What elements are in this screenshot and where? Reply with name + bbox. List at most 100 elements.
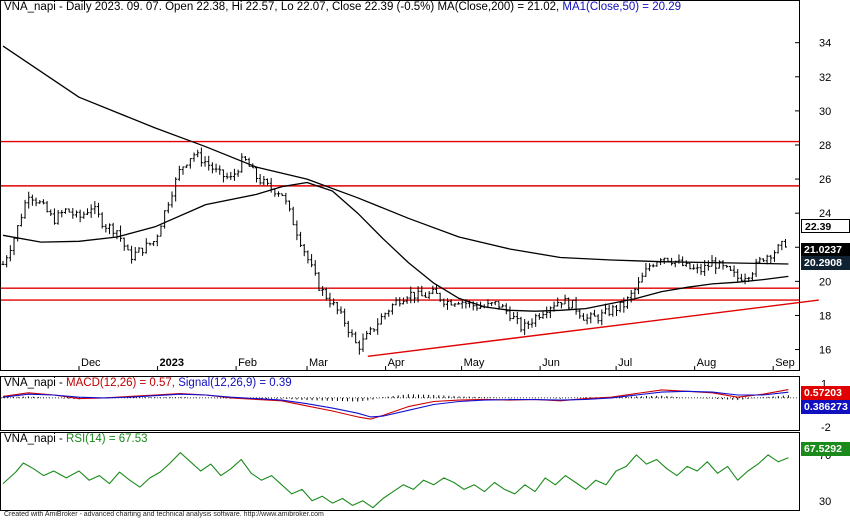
price-bar bbox=[16, 225, 20, 242]
price-bar bbox=[651, 263, 655, 268]
price-bar bbox=[56, 209, 60, 225]
price-bar bbox=[119, 225, 123, 242]
price-bar bbox=[412, 291, 416, 304]
macd-tag: 0.57203 bbox=[801, 386, 850, 400]
ma50-price-tag: 20.2908 bbox=[801, 256, 850, 270]
price-bar bbox=[60, 210, 64, 218]
price-bar bbox=[291, 206, 295, 226]
price-bar bbox=[545, 306, 549, 319]
x-tick-label: Sep bbox=[775, 357, 795, 369]
macd-lines bbox=[1, 389, 799, 420]
price-bar bbox=[188, 158, 192, 169]
rsi-y-axis: 3070 bbox=[819, 450, 831, 508]
price-y-axis: 16182022242628303234 bbox=[795, 38, 831, 357]
price-y-tick-label: 20 bbox=[819, 276, 831, 288]
rsi-title: RSI(14) = 67.53 bbox=[66, 433, 148, 445]
signal-line bbox=[2, 390, 789, 418]
price-bar bbox=[769, 254, 773, 264]
price-bar bbox=[438, 292, 442, 302]
rsi-pane-title: VNA_napi - RSI(14) = 67.53 bbox=[4, 433, 148, 445]
rsi-line bbox=[2, 452, 789, 509]
ma200-title: MA(Close,200) = 21.02, bbox=[437, 1, 563, 13]
price-bar bbox=[475, 302, 479, 311]
price-bar bbox=[449, 299, 453, 306]
price-bar bbox=[280, 193, 284, 197]
price-bar bbox=[556, 297, 560, 307]
price-bar bbox=[603, 303, 607, 315]
macd-title-prefix: VNA_napi - bbox=[4, 377, 67, 389]
price-bar bbox=[750, 272, 754, 281]
macd-line bbox=[2, 389, 789, 420]
price-bar bbox=[321, 286, 325, 296]
x-tick-label: Feb bbox=[238, 357, 257, 369]
price-bar bbox=[512, 312, 516, 320]
price-bar bbox=[574, 296, 578, 315]
x-tick-label: Jul bbox=[618, 357, 632, 369]
price-bar bbox=[166, 202, 170, 214]
price-bar bbox=[23, 199, 27, 219]
pane-frame-0 bbox=[0, 0, 800, 371]
price-y-tick-label: 34 bbox=[819, 38, 831, 50]
price-bar bbox=[78, 209, 82, 223]
ma200-price-tag: 21.0237 bbox=[801, 243, 850, 257]
price-y-tick-label: 32 bbox=[819, 72, 831, 84]
price-bar bbox=[714, 257, 718, 274]
price-bar bbox=[144, 238, 148, 254]
price-bar bbox=[401, 297, 405, 305]
price-bar bbox=[585, 313, 589, 325]
price-bar bbox=[699, 263, 703, 276]
price-bar bbox=[299, 231, 303, 248]
price-bar bbox=[130, 245, 134, 264]
price-bar bbox=[302, 244, 306, 257]
price-bar bbox=[339, 306, 343, 314]
price-bar bbox=[313, 260, 317, 276]
pane-frames bbox=[0, 0, 800, 511]
price-bar bbox=[332, 298, 336, 306]
price-bar bbox=[581, 313, 585, 321]
price-bar bbox=[508, 306, 512, 322]
price-bar bbox=[394, 297, 398, 306]
price-bar bbox=[761, 258, 765, 262]
moving-averages bbox=[2, 45, 789, 312]
price-bar bbox=[688, 262, 692, 270]
rsi-title-prefix: VNA_napi - bbox=[4, 433, 67, 445]
price-bar bbox=[115, 230, 119, 240]
signal-tag: 0.386273 bbox=[801, 400, 850, 414]
x-axis: Dec 2023 Feb Mar Apr May Jun Jul Aug Sep bbox=[78, 357, 795, 370]
ma50-title: MA1(Close,50) = 20.29 bbox=[562, 1, 681, 13]
price-bar bbox=[152, 240, 156, 247]
price-bar bbox=[648, 263, 652, 272]
price-bar bbox=[420, 285, 424, 297]
price-bar bbox=[354, 331, 358, 344]
price-bar bbox=[537, 313, 541, 320]
price-bar bbox=[662, 257, 666, 264]
pane-frame-2 bbox=[0, 432, 800, 511]
price-bar bbox=[45, 201, 49, 213]
macd-pane: -2 1 bbox=[1, 378, 831, 434]
price-bar bbox=[390, 303, 394, 315]
price-bar bbox=[108, 223, 112, 235]
price-bar bbox=[361, 333, 365, 352]
price-bar bbox=[141, 247, 145, 256]
price-bar bbox=[578, 309, 582, 319]
price-y-tick-label: 16 bbox=[819, 345, 831, 357]
macd-y-axis: -2 1 bbox=[821, 378, 831, 434]
price-bar bbox=[706, 260, 710, 271]
price-bar bbox=[328, 292, 332, 308]
price-bar bbox=[423, 292, 427, 298]
price-bar bbox=[159, 225, 163, 237]
price-bar bbox=[266, 178, 270, 186]
macd-y-tick-label: -2 bbox=[821, 422, 831, 434]
price-y-tick-label: 26 bbox=[819, 174, 831, 186]
price-bar bbox=[258, 174, 262, 185]
x-tick-label: May bbox=[464, 357, 485, 369]
price-bar bbox=[416, 286, 420, 303]
price-bar bbox=[493, 301, 497, 306]
pane-frame-1 bbox=[0, 376, 800, 431]
price-bars bbox=[1, 147, 787, 355]
price-bar bbox=[501, 303, 505, 308]
price-bar bbox=[754, 258, 758, 278]
close-price-tag: 22.39 bbox=[801, 219, 850, 233]
price-bar bbox=[49, 209, 53, 216]
price-bar bbox=[783, 238, 787, 248]
